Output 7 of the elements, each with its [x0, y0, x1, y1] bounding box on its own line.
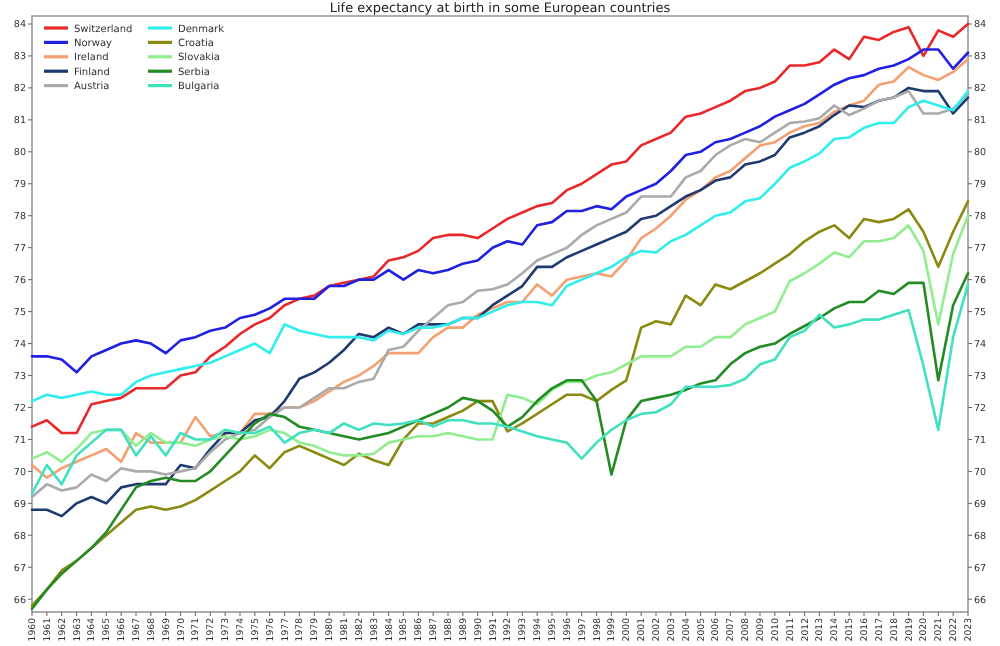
line-series: [30, 22, 970, 435]
line-series: [30, 48, 970, 374]
line-series: [30, 214, 970, 464]
line-series: [30, 271, 970, 611]
line-series: [30, 283, 970, 496]
line-series: [30, 89, 970, 403]
line-series: [30, 200, 970, 607]
